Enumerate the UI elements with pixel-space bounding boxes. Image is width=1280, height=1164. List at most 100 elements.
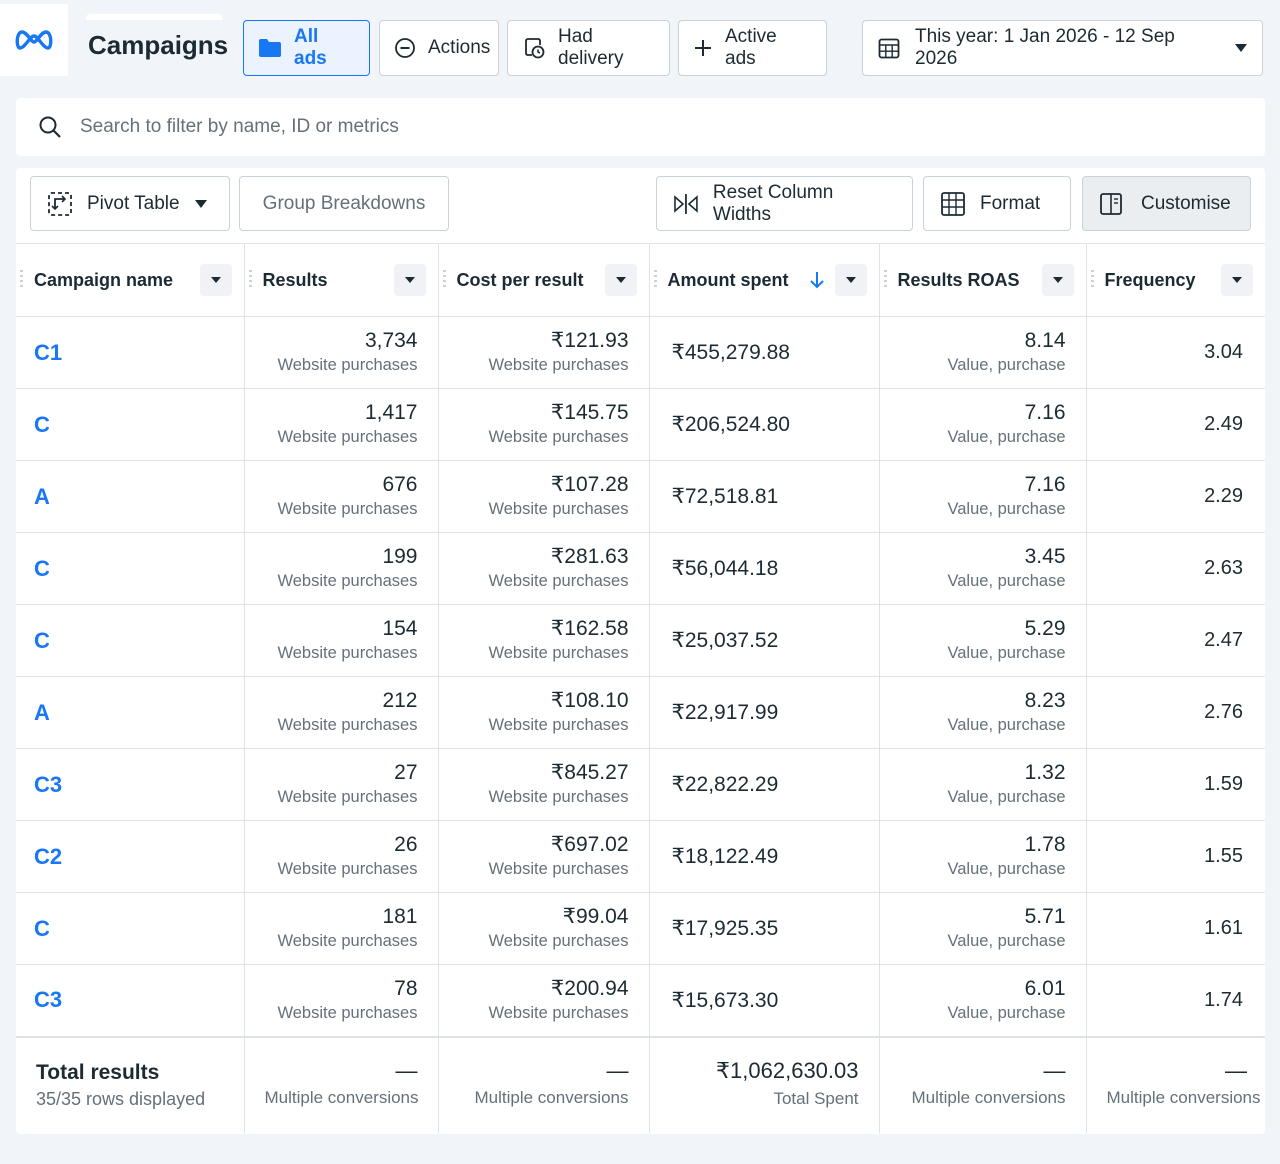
cost-per-result-cell: ₹697.02 Website purchases: [438, 820, 650, 893]
campaigns-tab[interactable]: Campaigns: [86, 14, 228, 76]
campaign-link[interactable]: C: [34, 915, 50, 941]
actions-chip[interactable]: Actions: [379, 20, 499, 76]
table-row[interactable]: C3 78 Website purchases ₹200.94 Website pu…: [16, 964, 1265, 1037]
results-total-cell: — Multiple conversions: [244, 1035, 439, 1133]
campaign-link[interactable]: A: [34, 483, 50, 509]
frequency-cell: 1.61: [1086, 892, 1265, 965]
pivot-table-icon: [48, 191, 72, 216]
column-menu-button[interactable]: [834, 264, 867, 296]
campaign-link[interactable]: C: [34, 555, 50, 581]
amount-spent-cell: ₹18,122.49: [649, 820, 880, 893]
campaign-name-cell: C: [16, 892, 245, 965]
cost-per-result-total-cell: — Multiple conversions: [438, 1035, 650, 1133]
cost-per-result-cell: ₹845.27 Website purchases: [438, 748, 650, 821]
pivot-table-button[interactable]: Pivot Table: [30, 176, 230, 231]
table-row[interactable]: C2 26 Website purchases ₹697.02 Website pu…: [16, 820, 1265, 893]
column-menu-button[interactable]: [1221, 264, 1253, 296]
totals-row: Total results 35/35 rows displayed — Mul…: [16, 1035, 1265, 1133]
caret-down-icon: [845, 277, 856, 283]
search-input[interactable]: [80, 116, 1180, 138]
campaign-link[interactable]: C: [34, 411, 50, 437]
column-label: Results: [262, 269, 328, 290]
had-delivery-chip[interactable]: Had delivery: [507, 20, 670, 76]
date-range-picker[interactable]: This year: 1 Jan 2026 - 12 Sep 2026: [862, 20, 1263, 76]
column-header-results-roas[interactable]: Results ROAS: [879, 243, 1087, 317]
amount-spent-total-cell: ₹1,062,630.03 Total Spent: [649, 1035, 880, 1133]
top-bar: Campaigns All ads Actions Had delivery A…: [0, 0, 1280, 90]
customise-button[interactable]: Customise: [1082, 176, 1251, 231]
format-icon: [941, 191, 965, 216]
frequency-cell: 2.29: [1086, 460, 1265, 533]
page-title: Campaigns: [88, 29, 229, 60]
column-header-frequency[interactable]: Frequency: [1086, 243, 1265, 317]
search-bar: [16, 98, 1265, 156]
column-menu-button[interactable]: [1041, 264, 1074, 296]
column-header-campaign-name[interactable]: Campaign name: [16, 243, 245, 317]
results-roas-cell: 5.71 Value, purchase: [879, 892, 1087, 965]
column-label: Campaign name: [34, 269, 174, 290]
amount-spent-cell: ₹15,673.30: [649, 964, 880, 1037]
cost-per-result-cell: ₹145.75 Website purchases: [438, 388, 650, 461]
column-menu-button[interactable]: [393, 264, 426, 296]
cost-per-result-cell: ₹107.28 Website purchases: [438, 460, 650, 533]
campaign-link[interactable]: C: [34, 627, 50, 653]
results-cell: 154 Website purchases: [244, 604, 439, 677]
frequency-cell: 1.55: [1086, 820, 1265, 893]
cost-per-result-cell: ₹121.93 Website purchases: [438, 316, 650, 389]
campaign-name-cell: C: [16, 388, 245, 461]
actions-circle-icon: [395, 38, 415, 58]
table-row[interactable]: C 199 Website purchases ₹281.63 Website pu…: [16, 532, 1265, 605]
results-roas-cell: 8.14 Value, purchase: [879, 316, 1087, 389]
amount-spent-cell: ₹22,917.99: [649, 676, 880, 749]
customise-label: Customise: [1141, 192, 1231, 214]
column-menu-button[interactable]: [604, 264, 637, 296]
column-header-amount-spent[interactable]: Amount spent: [649, 243, 880, 317]
results-cell: 676 Website purchases: [244, 460, 439, 533]
calendar-icon: [878, 38, 900, 59]
results-cell: 199 Website purchases: [244, 532, 439, 605]
meta-logo[interactable]: [0, 4, 68, 76]
sort-desc-arrow-icon[interactable]: [809, 270, 825, 290]
group-breakdowns-button[interactable]: Group Breakdowns: [239, 176, 449, 231]
caret-down-icon: [210, 277, 221, 283]
amount-spent-cell: ₹72,518.81: [649, 460, 880, 533]
table-row[interactable]: A 676 Website purchases ₹107.28 Website pu…: [16, 460, 1265, 533]
results-cell: 1,417 Website purchases: [244, 388, 439, 461]
table-row[interactable]: C3 27 Website purchases ₹845.27 Website pu…: [16, 748, 1265, 821]
campaign-link[interactable]: C3: [34, 771, 63, 797]
table-row[interactable]: C 1,417 Website purchases ₹145.75 Website …: [16, 388, 1265, 461]
table-row[interactable]: A 212 Website purchases ₹108.10 Website pu…: [16, 676, 1265, 749]
had-delivery-icon: [525, 38, 545, 59]
column-header-results[interactable]: Results: [244, 243, 439, 317]
column-header-cost-per-result[interactable]: Cost per result: [438, 243, 650, 317]
campaign-link[interactable]: C2: [34, 843, 63, 869]
cost-per-result-cell: ₹200.94 Website purchases: [438, 964, 650, 1037]
table-row[interactable]: C 154 Website purchases ₹162.58 Website pu…: [16, 604, 1265, 677]
table-row[interactable]: C 181 Website purchases ₹99.04 Website pur…: [16, 892, 1265, 965]
frequency-total-cell: — Multiple conversions: [1086, 1035, 1265, 1133]
group-breakdowns-label: Group Breakdowns: [262, 192, 426, 214]
campaign-link[interactable]: C1: [34, 339, 63, 365]
results-cell: 3,734 Website purchases: [244, 316, 439, 389]
pivot-table-label: Pivot Table: [87, 192, 180, 214]
reset-column-widths-button[interactable]: Reset Column Widths: [656, 176, 913, 231]
active-ads-label: Active ads: [725, 26, 777, 69]
column-menu-button[interactable]: [199, 264, 232, 296]
table-row[interactable]: C1 3,734 Website purchases ₹121.93 Website…: [16, 316, 1265, 389]
plus-icon: [695, 40, 711, 56]
date-range-label: This year: 1 Jan 2026 - 12 Sep 2026: [915, 26, 1175, 69]
format-button[interactable]: Format: [923, 176, 1071, 231]
campaign-link[interactable]: C3: [34, 987, 63, 1013]
results-cell: 212 Website purchases: [244, 676, 439, 749]
all-ads-chip[interactable]: All ads: [243, 20, 370, 76]
search-icon[interactable]: [38, 115, 62, 139]
caret-down-icon: [1052, 277, 1063, 283]
meta-logo-icon: [15, 30, 53, 50]
campaign-link[interactable]: A: [34, 699, 50, 725]
active-ads-chip[interactable]: Active ads: [678, 20, 827, 76]
cost-per-result-cell: ₹108.10 Website purchases: [438, 676, 650, 749]
cost-per-result-cell: ₹162.58 Website purchases: [438, 604, 650, 677]
frequency-cell: 1.74: [1204, 988, 1243, 1011]
actions-label: Actions: [428, 37, 491, 58]
amount-total: ₹1,062,630.03: [716, 1058, 859, 1083]
